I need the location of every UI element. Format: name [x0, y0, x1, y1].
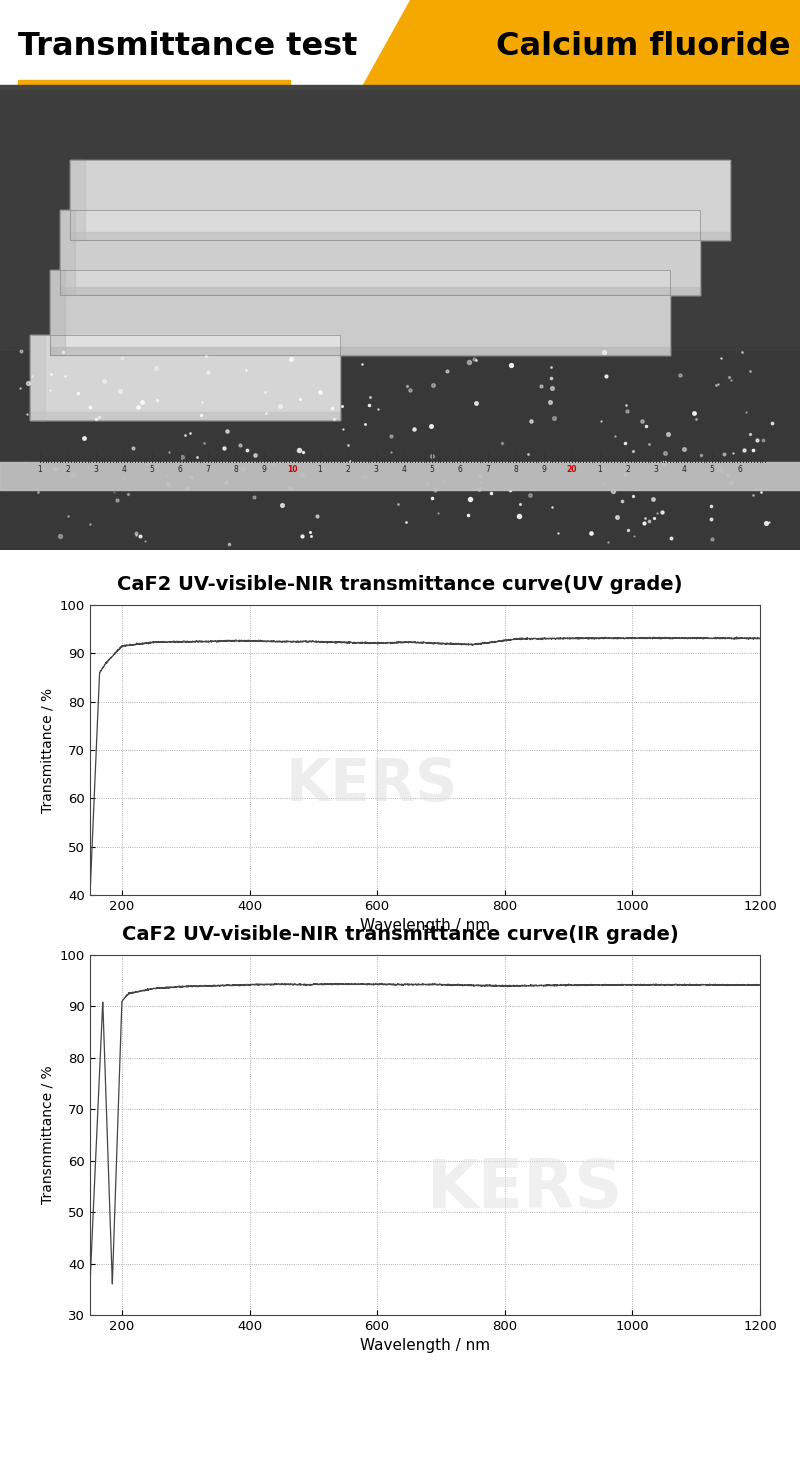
Text: 5: 5	[150, 465, 154, 474]
Text: CaF2 UV-visible-NIR transmittance curve(IR grade): CaF2 UV-visible-NIR transmittance curve(…	[122, 925, 678, 944]
Text: 3: 3	[94, 465, 98, 474]
Bar	[60, 210, 700, 295]
Text: CaF2 UV-visible-NIR transmittance curve(UV grade): CaF2 UV-visible-NIR transmittance curve(…	[118, 575, 682, 594]
Text: 4: 4	[402, 465, 406, 474]
Text: 8: 8	[514, 465, 518, 474]
Bar	[50, 270, 670, 355]
Text: 7: 7	[486, 465, 490, 474]
Text: 9: 9	[542, 465, 546, 474]
Text: KERS: KERS	[286, 756, 458, 813]
Text: 5: 5	[710, 465, 714, 474]
Y-axis label: Transmittance / %: Transmittance / %	[40, 687, 54, 813]
Text: 3: 3	[654, 465, 658, 474]
X-axis label: Wavelength / nm: Wavelength / nm	[360, 918, 490, 934]
Text: 7: 7	[206, 465, 210, 474]
Polygon shape	[360, 0, 800, 90]
Text: 1: 1	[38, 465, 42, 474]
Text: Calcium fluoride: Calcium fluoride	[495, 31, 790, 63]
Text: 5: 5	[430, 465, 434, 474]
Text: 2: 2	[346, 465, 350, 474]
Text: 1: 1	[318, 465, 322, 474]
Text: 6: 6	[178, 465, 182, 474]
Bar	[70, 160, 730, 239]
Y-axis label: Transmmittance / %: Transmmittance / %	[40, 1065, 54, 1204]
Text: 4: 4	[682, 465, 686, 474]
Text: Transmittance test: Transmittance test	[18, 31, 358, 63]
Text: KERS: KERS	[427, 1156, 624, 1223]
Bar	[30, 336, 340, 420]
Text: 4: 4	[122, 465, 126, 474]
X-axis label: Wavelength / nm: Wavelength / nm	[360, 1338, 490, 1354]
Text: 3: 3	[374, 465, 378, 474]
Text: 20: 20	[566, 465, 578, 474]
Text: 8: 8	[234, 465, 238, 474]
Text: 1: 1	[598, 465, 602, 474]
Text: 6: 6	[458, 465, 462, 474]
Text: 6: 6	[738, 465, 742, 474]
Text: 9: 9	[262, 465, 266, 474]
Text: 2: 2	[66, 465, 70, 474]
Text: 10: 10	[286, 465, 298, 474]
Text: 2: 2	[626, 465, 630, 474]
